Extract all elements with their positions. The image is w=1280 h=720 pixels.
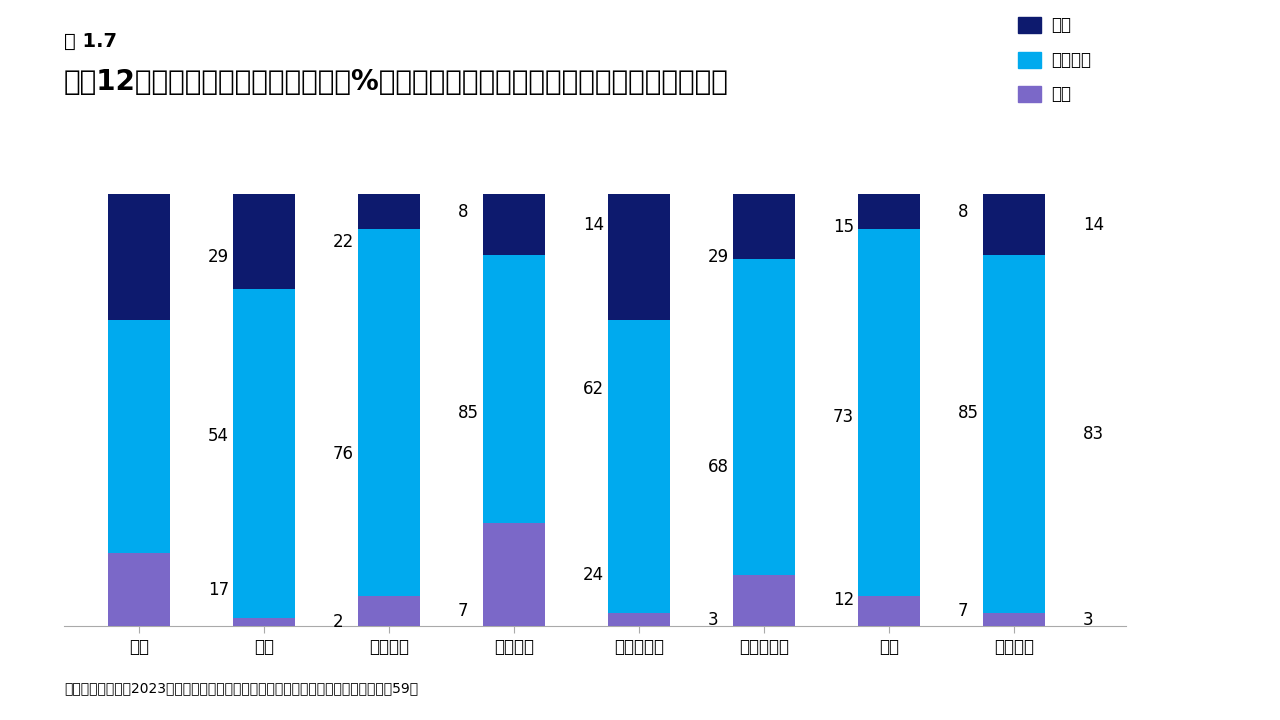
Bar — [483, 523, 545, 626]
Text: 減少: 減少 — [1051, 86, 1071, 104]
Text: 83: 83 — [1083, 425, 1103, 444]
Text: 2: 2 — [333, 613, 343, 631]
Bar — [357, 596, 420, 626]
Bar — [108, 194, 170, 320]
Text: 17: 17 — [207, 580, 229, 599]
Bar — [732, 194, 795, 259]
Text: 3: 3 — [1083, 611, 1093, 629]
Bar — [608, 194, 671, 320]
Text: 増加: 増加 — [1051, 17, 1071, 34]
Bar — [858, 596, 920, 626]
Text: 今後12カ月間の地域別配分の変化（%、引用、ソブリン・ウェルス・ファンドのみ）: 今後12カ月間の地域別配分の変化（%、引用、ソブリン・ウェルス・ファンドのみ） — [64, 68, 728, 96]
Bar — [608, 320, 671, 613]
Bar — [858, 194, 920, 229]
Text: 54: 54 — [207, 427, 229, 445]
Text: 85: 85 — [957, 403, 979, 421]
Text: 62: 62 — [582, 380, 604, 397]
Bar — [983, 194, 1046, 255]
Bar — [233, 194, 296, 289]
Text: 図 1.7: 図 1.7 — [64, 32, 116, 51]
Text: 7: 7 — [957, 602, 968, 620]
Text: 12: 12 — [833, 592, 854, 609]
Text: 24: 24 — [582, 566, 604, 583]
Text: 29: 29 — [708, 248, 728, 266]
Text: 22: 22 — [333, 233, 355, 251]
Bar — [357, 229, 420, 596]
Bar — [732, 259, 795, 575]
Text: 8: 8 — [957, 203, 968, 221]
Bar — [483, 255, 545, 523]
Bar — [608, 613, 671, 626]
Bar — [233, 289, 296, 618]
Text: 7: 7 — [458, 602, 468, 620]
Text: 変化なし: 変化なし — [1051, 51, 1091, 69]
Text: 3: 3 — [708, 611, 718, 629]
Text: 8: 8 — [458, 203, 468, 221]
Text: 29: 29 — [207, 248, 229, 266]
Text: 14: 14 — [582, 216, 604, 233]
Bar — [357, 194, 420, 229]
Text: 15: 15 — [833, 217, 854, 236]
Bar — [233, 618, 296, 626]
Bar — [983, 255, 1046, 613]
Text: 14: 14 — [1083, 216, 1103, 233]
Text: 76: 76 — [333, 444, 353, 463]
Bar — [483, 194, 545, 255]
Text: 各地域について、2023年にはどのように変化すると予想します？に対する回答数：59。: 各地域について、2023年にはどのように変化すると予想します？に対する回答数：5… — [64, 681, 419, 695]
Text: 68: 68 — [708, 458, 728, 475]
Bar — [108, 320, 170, 553]
Text: 85: 85 — [458, 403, 479, 421]
Bar — [108, 553, 170, 626]
Bar — [732, 575, 795, 626]
Text: 73: 73 — [833, 408, 854, 426]
Bar — [858, 229, 920, 596]
Bar — [983, 613, 1046, 626]
